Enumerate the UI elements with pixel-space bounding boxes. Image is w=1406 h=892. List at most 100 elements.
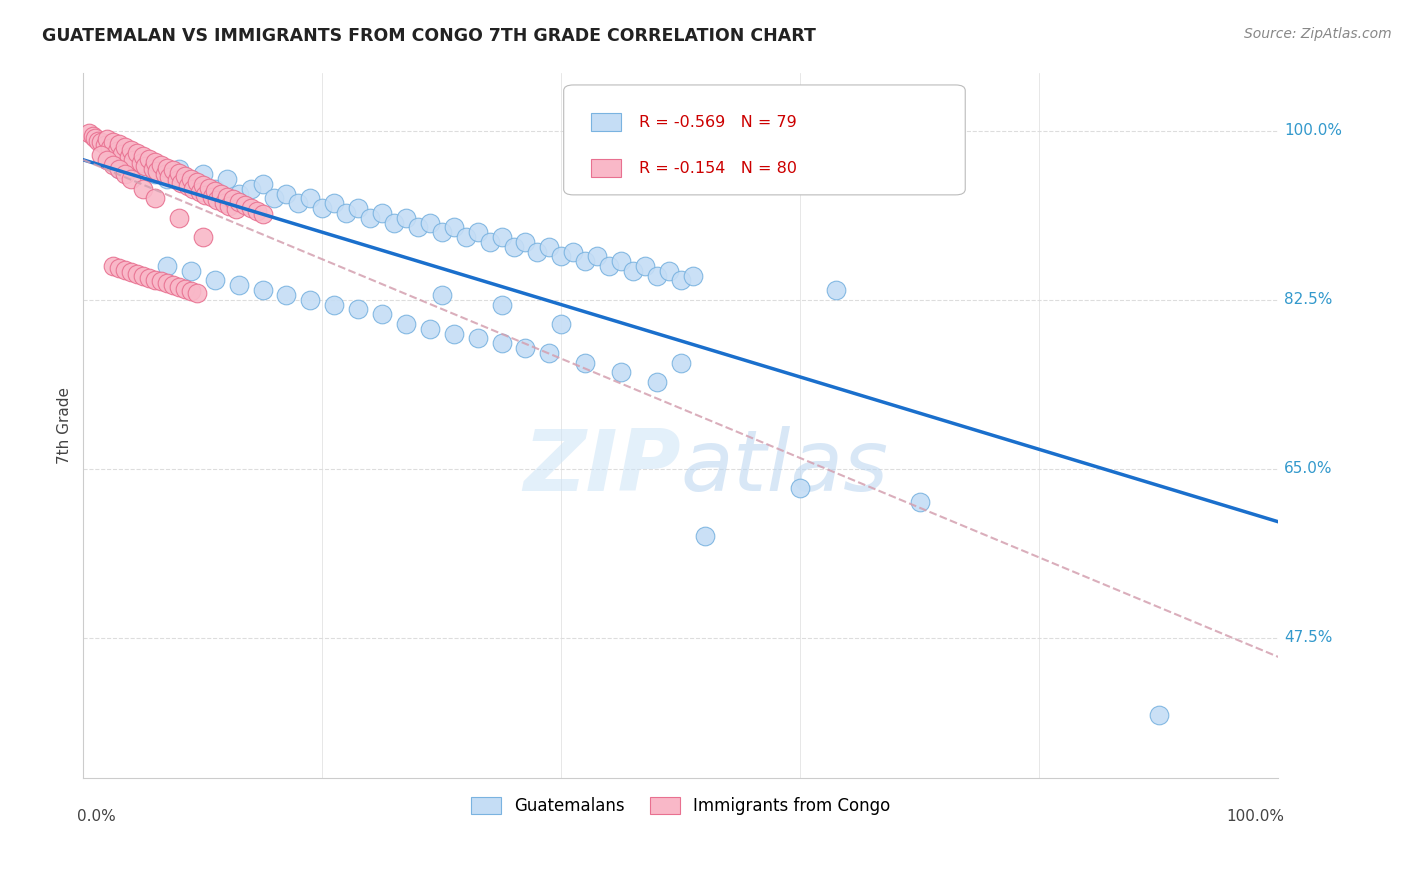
Point bbox=[347, 302, 370, 317]
Point bbox=[143, 191, 166, 205]
Point bbox=[132, 149, 155, 163]
Point bbox=[287, 196, 309, 211]
FancyBboxPatch shape bbox=[564, 85, 966, 194]
Point bbox=[122, 153, 145, 167]
Point bbox=[239, 182, 262, 196]
Point bbox=[90, 148, 112, 162]
Point bbox=[574, 355, 596, 369]
Point bbox=[173, 169, 195, 184]
Point bbox=[214, 196, 236, 211]
Point bbox=[215, 172, 238, 186]
Point bbox=[550, 317, 572, 331]
Text: 47.5%: 47.5% bbox=[1284, 630, 1333, 645]
Point bbox=[180, 177, 202, 191]
Point bbox=[105, 144, 128, 158]
Point bbox=[443, 220, 465, 235]
Point bbox=[180, 264, 202, 278]
Point bbox=[225, 202, 247, 216]
Point bbox=[245, 204, 267, 219]
Point bbox=[215, 189, 238, 203]
Point bbox=[167, 162, 190, 177]
Point bbox=[173, 282, 195, 296]
Point bbox=[181, 182, 204, 196]
Point bbox=[170, 176, 193, 190]
Point bbox=[94, 138, 117, 153]
Point bbox=[143, 154, 166, 169]
Text: R = -0.154   N = 80: R = -0.154 N = 80 bbox=[638, 161, 797, 176]
Point bbox=[96, 131, 118, 145]
Point bbox=[252, 283, 274, 297]
Text: GUATEMALAN VS IMMIGRANTS FROM CONGO 7TH GRADE CORRELATION CHART: GUATEMALAN VS IMMIGRANTS FROM CONGO 7TH … bbox=[42, 27, 815, 45]
Text: atlas: atlas bbox=[681, 426, 889, 509]
Point bbox=[114, 140, 136, 154]
Point bbox=[335, 206, 357, 220]
Point bbox=[138, 152, 160, 166]
Point bbox=[443, 326, 465, 341]
Point bbox=[371, 206, 394, 220]
Y-axis label: 7th Grade: 7th Grade bbox=[58, 387, 72, 464]
Point bbox=[825, 283, 848, 297]
Point bbox=[162, 278, 184, 293]
Point bbox=[610, 365, 633, 379]
Point bbox=[586, 249, 609, 263]
Point bbox=[166, 173, 188, 187]
Point bbox=[108, 137, 131, 152]
Point bbox=[491, 298, 513, 312]
Point bbox=[191, 230, 214, 244]
Text: 100.0%: 100.0% bbox=[1284, 123, 1343, 138]
Point bbox=[562, 244, 585, 259]
Point bbox=[204, 184, 226, 198]
Point bbox=[90, 136, 112, 150]
Text: 100.0%: 100.0% bbox=[1226, 809, 1284, 824]
Point bbox=[228, 278, 250, 293]
Point bbox=[682, 268, 704, 283]
Point bbox=[908, 495, 931, 509]
Point bbox=[101, 259, 124, 273]
Point bbox=[621, 264, 644, 278]
Point bbox=[194, 187, 217, 202]
Point bbox=[204, 182, 226, 196]
Point bbox=[156, 172, 179, 186]
Point bbox=[156, 161, 179, 175]
Point bbox=[634, 259, 657, 273]
Point bbox=[645, 375, 668, 389]
Point bbox=[395, 211, 418, 225]
Point bbox=[190, 185, 212, 199]
Point bbox=[218, 199, 240, 213]
Point bbox=[86, 134, 108, 148]
Point bbox=[120, 143, 142, 157]
Point bbox=[467, 331, 489, 345]
Point bbox=[311, 201, 333, 215]
Point bbox=[96, 153, 118, 167]
Point bbox=[120, 172, 142, 186]
Text: R = -0.569   N = 79: R = -0.569 N = 79 bbox=[638, 115, 797, 130]
Point bbox=[101, 135, 124, 149]
Point bbox=[142, 161, 165, 176]
Point bbox=[454, 230, 477, 244]
Point bbox=[180, 172, 202, 186]
Point bbox=[693, 529, 716, 543]
Point bbox=[467, 225, 489, 239]
Point bbox=[146, 164, 169, 178]
Point bbox=[132, 182, 155, 196]
Point bbox=[138, 270, 160, 285]
Point bbox=[550, 249, 572, 263]
Point bbox=[789, 481, 811, 495]
Point bbox=[96, 153, 118, 167]
Point bbox=[204, 273, 226, 287]
Point bbox=[186, 286, 208, 301]
Text: Source: ZipAtlas.com: Source: ZipAtlas.com bbox=[1244, 27, 1392, 41]
Point bbox=[371, 307, 394, 321]
Point bbox=[430, 288, 453, 302]
Point bbox=[299, 191, 322, 205]
Point bbox=[406, 220, 429, 235]
Point bbox=[114, 167, 136, 181]
Point bbox=[98, 141, 121, 155]
Point bbox=[108, 162, 131, 177]
Point bbox=[84, 130, 107, 145]
Point bbox=[205, 194, 228, 208]
Point bbox=[669, 273, 692, 287]
Point bbox=[129, 155, 152, 169]
FancyBboxPatch shape bbox=[591, 113, 621, 131]
Point bbox=[491, 230, 513, 244]
